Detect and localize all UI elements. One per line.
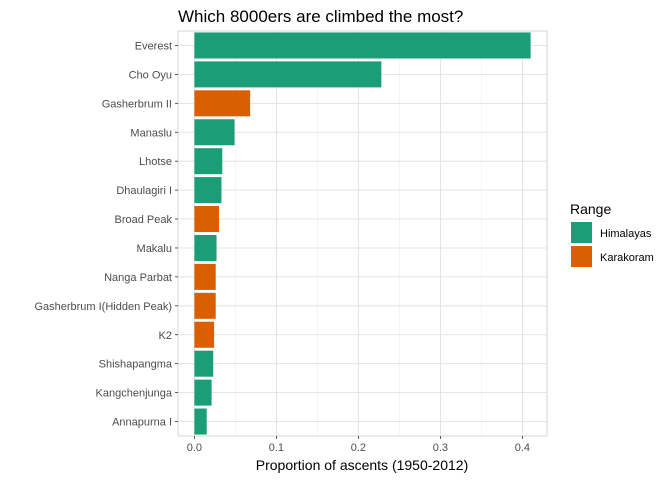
y-axis: Everest Cho Oyu Gasherbrum II Manaslu Lhotse… <box>34 40 178 429</box>
bar <box>194 32 531 59</box>
x-tick-label: 0.1 <box>269 442 284 454</box>
y-tick-label: Lhotse <box>139 156 172 168</box>
y-tick-label: Makalu <box>137 243 172 255</box>
legend: Range Himalayas Karakoram <box>570 201 654 267</box>
y-tick-label: Everest <box>135 40 172 52</box>
y-tick-label: Broad Peak <box>115 214 173 226</box>
x-axis: 0.0 0.1 0.2 0.3 0.4 <box>187 436 530 454</box>
legend-label: Himalayas <box>600 228 652 240</box>
y-tick-label: Annapurna I <box>112 417 172 429</box>
y-tick-label: Kangchenjunga <box>96 388 173 400</box>
legend-label: Karakoram <box>600 252 654 264</box>
bar <box>194 148 223 175</box>
x-axis-label: Proportion of ascents (1950-2012) <box>256 457 468 473</box>
plot-border <box>177 30 548 437</box>
bar <box>194 350 214 377</box>
y-tick-label: K2 <box>159 330 172 342</box>
y-tick-label: Gasherbrum I(Hidden Peak) <box>34 301 172 313</box>
bar <box>194 263 216 290</box>
legend-title: Range <box>570 201 611 217</box>
y-tick-label: Dhaulagiri I <box>116 185 172 197</box>
legend-swatch <box>571 246 592 267</box>
bar <box>194 292 216 319</box>
x-tick-label: 0.4 <box>515 442 530 454</box>
bar <box>194 408 207 435</box>
bar <box>194 177 222 204</box>
bar <box>194 206 219 233</box>
bar <box>194 61 382 88</box>
bar <box>194 321 215 348</box>
chart-title: Which 8000ers are climbed the most? <box>178 7 463 26</box>
plot-panel <box>177 30 548 437</box>
x-tick-label: 0.2 <box>351 442 366 454</box>
bar <box>194 234 217 261</box>
bar <box>194 90 251 117</box>
y-tick-label: Shishapangma <box>99 359 173 371</box>
x-tick-label: 0.3 <box>433 442 448 454</box>
y-tick-label: Nanga Parbat <box>104 272 172 284</box>
y-tick-label: Gasherbrum II <box>102 98 172 110</box>
x-tick-label: 0.0 <box>187 442 202 454</box>
bar <box>194 119 235 146</box>
y-tick-label: Manaslu <box>130 127 172 139</box>
bar <box>194 379 212 406</box>
legend-swatch <box>571 222 592 243</box>
y-tick-label: Cho Oyu <box>129 69 172 81</box>
